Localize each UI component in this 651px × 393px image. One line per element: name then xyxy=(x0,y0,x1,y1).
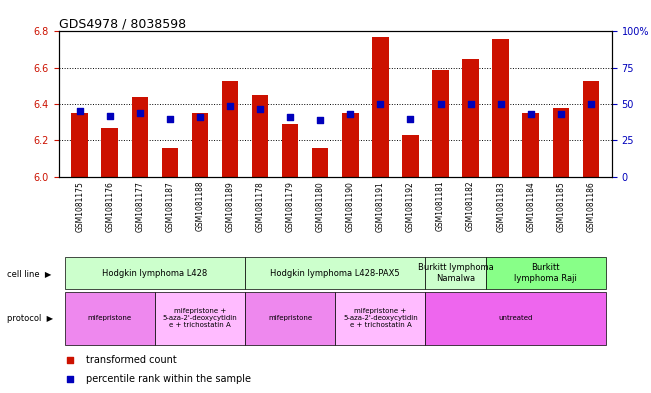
Text: Burkitt lymphoma
Namalwa: Burkitt lymphoma Namalwa xyxy=(418,263,493,283)
Point xyxy=(225,103,235,109)
Point xyxy=(64,356,75,363)
Point xyxy=(135,110,145,116)
Text: GSM1081187: GSM1081187 xyxy=(165,181,174,231)
Text: GSM1081175: GSM1081175 xyxy=(75,181,84,231)
Text: GSM1081182: GSM1081182 xyxy=(466,181,475,231)
Text: protocol  ▶: protocol ▶ xyxy=(7,314,53,323)
Bar xyxy=(372,37,389,177)
Text: GSM1081176: GSM1081176 xyxy=(105,181,114,231)
Point xyxy=(436,101,446,107)
Point xyxy=(555,111,566,118)
Point xyxy=(315,117,326,123)
Bar xyxy=(342,113,359,177)
Bar xyxy=(335,292,426,345)
Bar xyxy=(426,257,486,289)
Bar xyxy=(161,148,178,177)
Text: percentile rank within the sample: percentile rank within the sample xyxy=(86,374,251,384)
Bar xyxy=(102,128,118,177)
Text: Hodgkin lymphoma L428: Hodgkin lymphoma L428 xyxy=(102,269,208,277)
Bar xyxy=(64,292,155,345)
Point xyxy=(285,114,296,120)
Text: mifepristone: mifepristone xyxy=(268,315,312,321)
Point xyxy=(525,111,536,118)
Point xyxy=(105,113,115,119)
Text: GSM1081181: GSM1081181 xyxy=(436,181,445,231)
Text: GSM1081189: GSM1081189 xyxy=(225,181,234,231)
Bar xyxy=(523,113,539,177)
Text: mifepristone +
5-aza-2'-deoxycytidin
e + trichostatin A: mifepristone + 5-aza-2'-deoxycytidin e +… xyxy=(163,309,238,328)
Text: GSM1081178: GSM1081178 xyxy=(256,181,264,231)
Bar xyxy=(486,257,606,289)
Bar xyxy=(245,292,335,345)
Bar xyxy=(492,39,509,177)
Point xyxy=(586,101,596,107)
Bar xyxy=(553,108,569,177)
Text: GSM1081179: GSM1081179 xyxy=(286,181,295,231)
Bar xyxy=(282,124,298,177)
Text: GSM1081192: GSM1081192 xyxy=(406,181,415,231)
Bar xyxy=(252,95,268,177)
Text: untreated: untreated xyxy=(499,315,533,321)
Text: cell line  ▶: cell line ▶ xyxy=(7,269,51,277)
Text: mifepristone +
5-aza-2'-deoxycytidin
e + trichostatin A: mifepristone + 5-aza-2'-deoxycytidin e +… xyxy=(343,309,418,328)
Point xyxy=(375,101,385,107)
Text: GSM1081186: GSM1081186 xyxy=(587,181,596,231)
Text: GSM1081188: GSM1081188 xyxy=(195,181,204,231)
Bar xyxy=(155,292,245,345)
Point xyxy=(345,111,355,118)
Bar xyxy=(402,135,419,177)
Text: GSM1081180: GSM1081180 xyxy=(316,181,325,231)
Text: GSM1081185: GSM1081185 xyxy=(557,181,565,231)
Bar xyxy=(222,81,238,177)
Point xyxy=(405,116,415,122)
Point xyxy=(465,101,476,107)
Text: Hodgkin lymphoma L428-PAX5: Hodgkin lymphoma L428-PAX5 xyxy=(270,269,400,277)
Bar xyxy=(64,257,245,289)
Point xyxy=(495,101,506,107)
Point xyxy=(255,105,266,112)
Bar xyxy=(72,113,88,177)
Bar xyxy=(191,113,208,177)
Bar xyxy=(312,148,329,177)
Text: GSM1081184: GSM1081184 xyxy=(526,181,535,231)
Bar xyxy=(462,59,479,177)
Text: GSM1081190: GSM1081190 xyxy=(346,181,355,231)
Text: mifepristone: mifepristone xyxy=(88,315,132,321)
Bar xyxy=(432,70,449,177)
Text: GDS4978 / 8038598: GDS4978 / 8038598 xyxy=(59,17,186,30)
Bar xyxy=(132,97,148,177)
Text: GSM1081177: GSM1081177 xyxy=(135,181,145,231)
Bar xyxy=(426,292,606,345)
Point xyxy=(165,116,175,122)
Bar xyxy=(245,257,426,289)
Text: GSM1081183: GSM1081183 xyxy=(496,181,505,231)
Bar xyxy=(583,81,599,177)
Text: transformed count: transformed count xyxy=(86,354,177,365)
Point xyxy=(195,114,205,120)
Point xyxy=(64,376,75,382)
Text: GSM1081191: GSM1081191 xyxy=(376,181,385,231)
Text: Burkitt
lymphoma Raji: Burkitt lymphoma Raji xyxy=(514,263,577,283)
Point xyxy=(74,108,85,114)
